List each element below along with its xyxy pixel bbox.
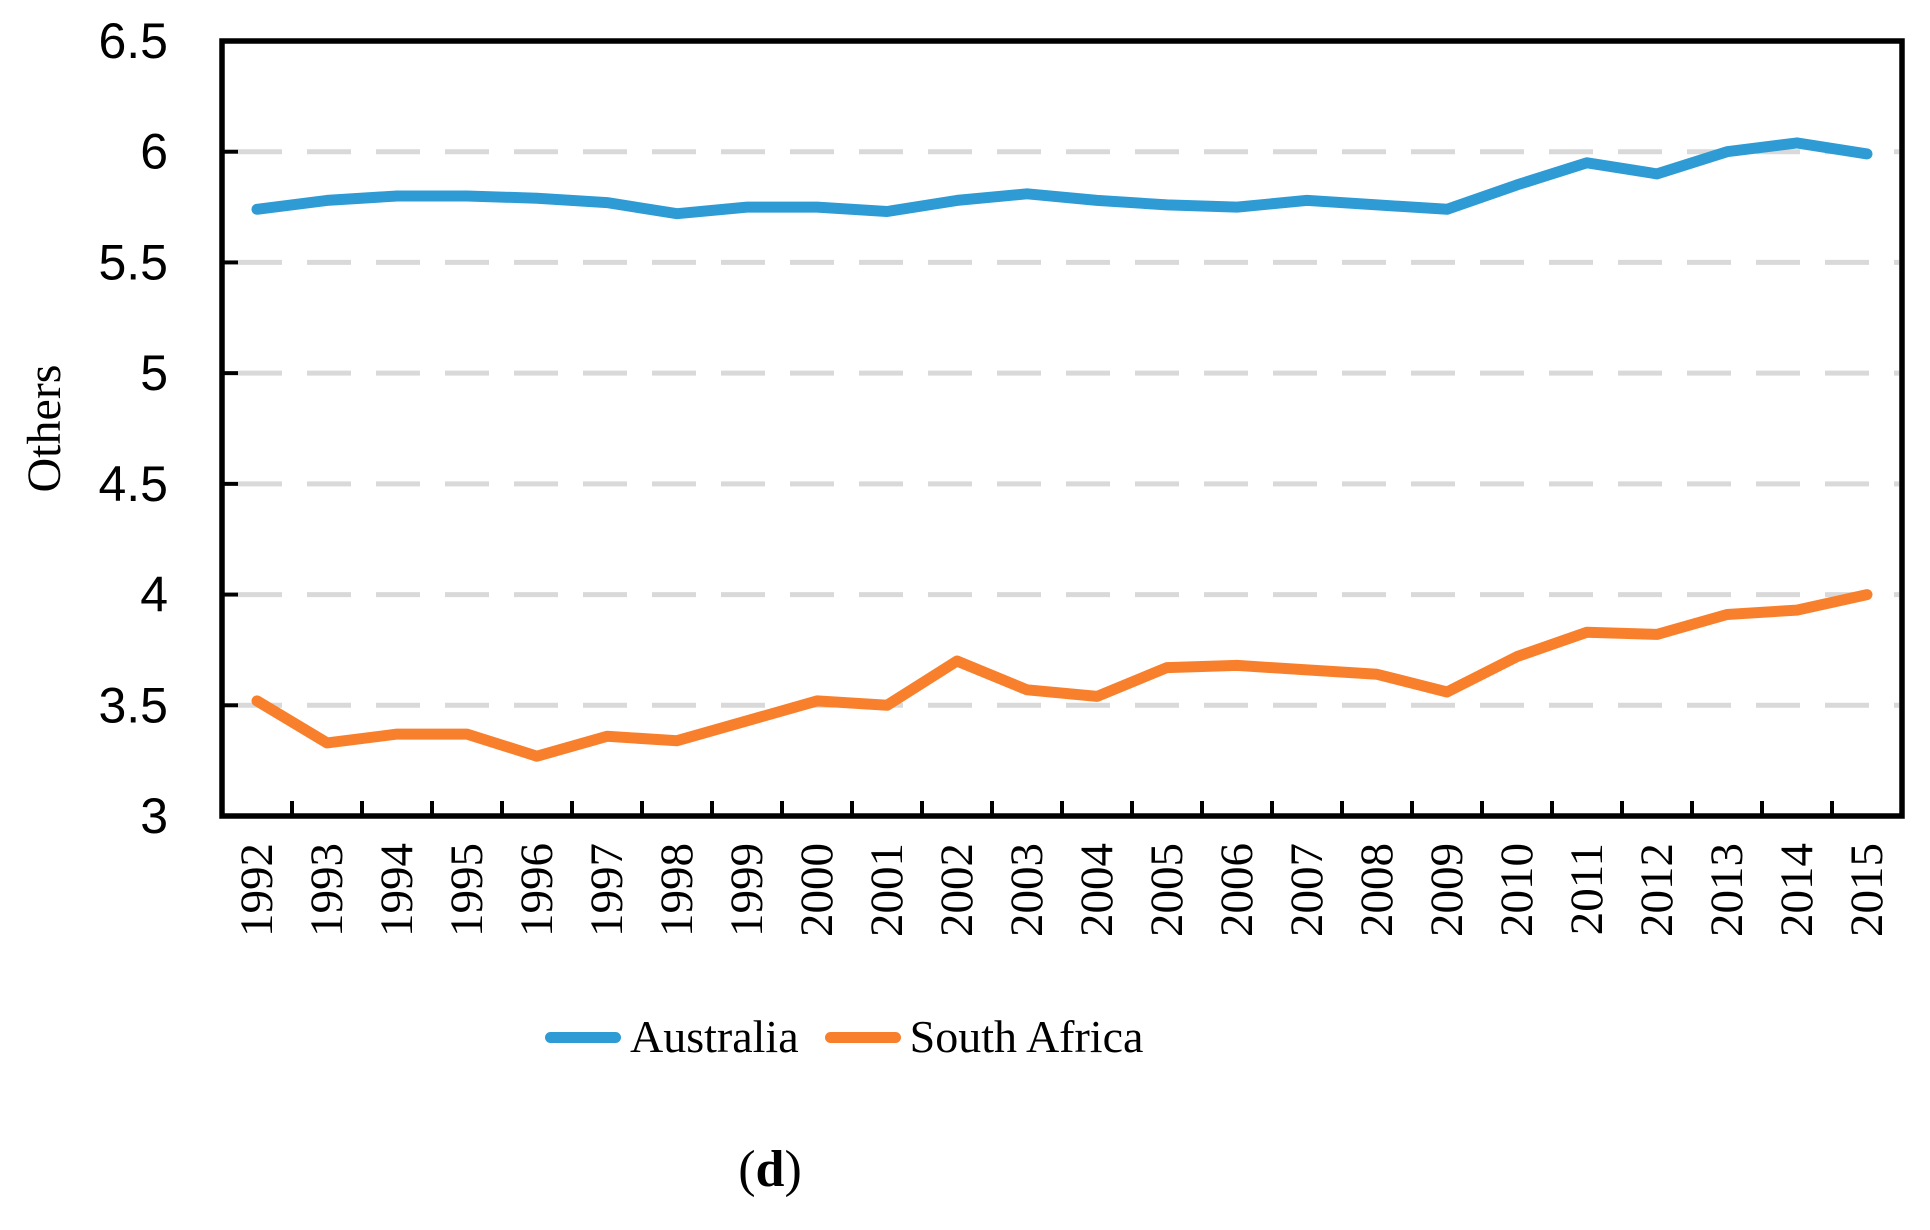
x-tick-label-2014: 2014 — [1771, 843, 1823, 937]
legend-item-south-africa: South Africa — [824, 1010, 1144, 1064]
x-tick-label-1997: 1997 — [581, 843, 633, 937]
plot-border — [219, 38, 1905, 819]
legend-line-swatch-south-africa — [824, 1031, 901, 1043]
x-tick-label-2006: 2006 — [1211, 843, 1263, 937]
x-tick-label-2000: 2000 — [791, 843, 843, 937]
legend-label-australia: Australia — [630, 1011, 799, 1062]
y-tick-label-6.5: 6.5 — [98, 13, 168, 69]
x-tick-label-2001: 2001 — [861, 843, 913, 937]
x-tick-label-1992: 1992 — [231, 843, 283, 937]
series-line-south-africa — [251, 589, 1873, 762]
x-tick-label-2012: 2012 — [1631, 843, 1683, 937]
caption-close-paren: ) — [784, 1141, 802, 1198]
caption-open-paren: ( — [738, 1141, 756, 1198]
x-tick-label-2013: 2013 — [1701, 843, 1753, 937]
x-tick-label-1993: 1993 — [301, 843, 353, 937]
x-tick-label-2003: 2003 — [1001, 843, 1053, 937]
y-tick-label-6: 6 — [140, 124, 168, 180]
x-tick-label-1994: 1994 — [371, 843, 423, 937]
legend-label-south-africa: South Africa — [909, 1011, 1144, 1062]
x-tick-label-2011: 2011 — [1561, 843, 1613, 935]
x-tick-label-1996: 1996 — [511, 843, 563, 937]
x-tick-label-2010: 2010 — [1491, 843, 1543, 937]
y-tick-label-4.5: 4.5 — [98, 456, 168, 512]
x-tick-label-1998: 1998 — [651, 843, 703, 937]
x-tick-label-2007: 2007 — [1281, 843, 1333, 937]
x-tick-label-2004: 2004 — [1071, 843, 1123, 937]
y-tick-label-4: 4 — [140, 567, 168, 623]
series-line-australia — [251, 137, 1873, 220]
x-tick-label-1995: 1995 — [441, 843, 493, 937]
legend-line-swatch-australia — [545, 1031, 621, 1043]
x-tick-label-2009: 2009 — [1421, 843, 1473, 937]
y-tick-label-5: 5 — [140, 345, 168, 401]
x-tick-label-2015: 2015 — [1841, 843, 1893, 937]
y-tick-label-3: 3 — [140, 788, 168, 844]
x-tick-label-2008: 2008 — [1351, 843, 1403, 937]
chart-legend: Australia South Africa — [545, 1010, 1143, 1064]
y-tick-label-3.5: 3.5 — [98, 677, 168, 733]
y-tick-label-5.5: 5.5 — [98, 234, 168, 290]
x-tick-label-2002: 2002 — [931, 843, 983, 937]
legend-item-australia: Australia — [545, 1010, 799, 1064]
x-tick-label-1999: 1999 — [721, 843, 773, 937]
x-tick-label-2005: 2005 — [1141, 843, 1193, 937]
figure-caption: (d) — [738, 1140, 802, 1199]
y-axis-title: Others — [18, 365, 71, 493]
caption-letter: d — [755, 1141, 785, 1198]
